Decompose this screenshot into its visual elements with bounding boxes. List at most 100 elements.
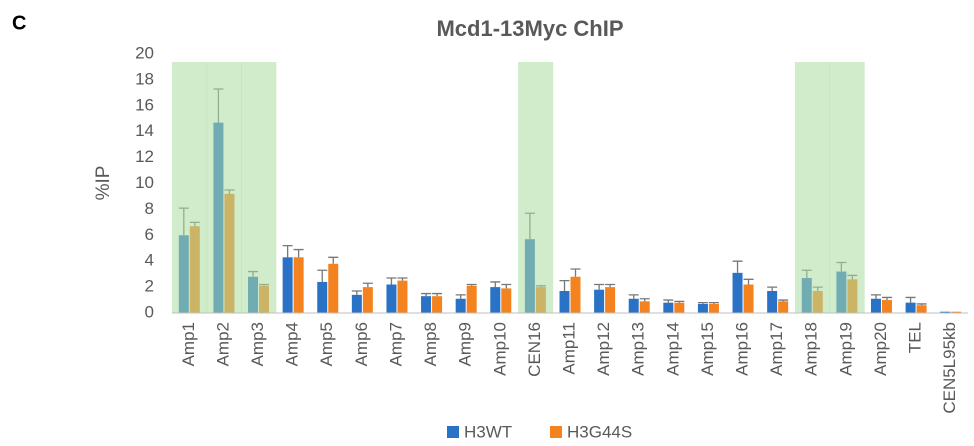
error-bar — [870, 294, 881, 299]
error-bar — [628, 294, 639, 299]
x-tick-label: Amp4 — [283, 322, 302, 366]
bar — [870, 298, 881, 313]
legend-label: H3WT — [464, 422, 512, 441]
error-bar — [639, 298, 650, 302]
y-tick-label: 4 — [145, 251, 154, 270]
x-tick-label: Amp16 — [733, 322, 752, 376]
y-tick-label: 10 — [135, 173, 154, 192]
bar — [881, 300, 892, 313]
error-bar — [466, 283, 477, 286]
x-tick-label: Amp5 — [317, 322, 336, 366]
error-bar — [490, 281, 501, 288]
highlight-band — [829, 62, 865, 313]
x-tick-label: Amp2 — [213, 322, 232, 366]
bar — [317, 281, 328, 313]
bar — [767, 290, 778, 313]
x-tick-label: Amp7 — [386, 322, 405, 366]
bar — [421, 296, 432, 313]
x-tick-label: Amp19 — [836, 322, 855, 376]
bar — [501, 288, 512, 313]
error-bar — [351, 290, 362, 295]
bar — [708, 303, 719, 313]
bar — [559, 290, 570, 313]
y-tick-label: 0 — [145, 302, 154, 321]
error-bar — [767, 286, 778, 291]
bar — [697, 303, 708, 313]
bar — [594, 289, 605, 313]
error-bar — [397, 277, 408, 281]
bar — [605, 287, 616, 313]
bar — [628, 298, 639, 313]
x-tick-label: Amp11 — [559, 322, 578, 375]
error-bar — [778, 299, 789, 302]
x-tick-label: Amp8 — [421, 322, 440, 366]
error-bar — [732, 260, 743, 273]
bar — [916, 305, 927, 313]
bar — [282, 257, 293, 313]
bar — [432, 296, 443, 313]
error-bar — [362, 282, 373, 288]
chart-title: Mcd1-13Myc ChIP — [436, 16, 623, 41]
bar — [386, 284, 397, 313]
bar — [397, 280, 408, 313]
y-axis-label: %IP — [93, 166, 114, 201]
error-bar — [570, 268, 581, 277]
error-bar — [282, 245, 293, 258]
x-tick-label: Amp20 — [871, 322, 890, 376]
error-bar — [881, 296, 892, 301]
bar — [293, 257, 304, 313]
error-bar — [674, 300, 685, 303]
x-tick-label: Amp3 — [248, 322, 267, 366]
error-bar — [905, 296, 916, 303]
bar — [905, 302, 916, 313]
y-tick-label: 12 — [135, 147, 154, 166]
error-bar — [317, 269, 328, 282]
bar — [778, 301, 789, 313]
bar — [466, 285, 477, 313]
error-bar — [328, 256, 339, 264]
x-tick-label: Amp13 — [629, 322, 648, 376]
error-bar — [697, 301, 708, 304]
x-tick-label: Amp17 — [767, 322, 786, 376]
error-bar — [594, 283, 605, 290]
x-tick-label: Amp18 — [802, 322, 821, 376]
y-tick-label: 2 — [145, 277, 154, 296]
x-tick-label: Amp6 — [352, 322, 371, 366]
x-tick-label: Amp15 — [698, 322, 717, 376]
highlight-band — [206, 62, 242, 313]
x-tick-label: CEN16 — [525, 322, 544, 377]
bar — [663, 302, 674, 313]
error-bar — [743, 278, 754, 285]
error-bar — [708, 301, 719, 304]
bar — [455, 298, 466, 313]
error-bar — [605, 283, 616, 288]
error-bar — [663, 299, 674, 303]
bar — [940, 311, 951, 313]
x-tick-label: Amp10 — [490, 322, 509, 376]
error-bar — [421, 292, 432, 297]
y-tick-label: 16 — [135, 95, 154, 114]
error-bar — [916, 303, 927, 306]
legend-swatch — [550, 426, 562, 438]
bar — [951, 311, 962, 313]
bar — [732, 272, 743, 313]
bar — [328, 263, 339, 313]
error-bar — [293, 248, 304, 258]
highlight-band — [172, 62, 208, 313]
bar — [674, 302, 685, 313]
bar — [351, 294, 362, 313]
error-bar — [501, 283, 512, 289]
highlight-band — [241, 62, 277, 313]
bar — [743, 284, 754, 313]
legend-swatch — [447, 426, 459, 438]
x-tick-label: Amp1 — [179, 322, 198, 366]
bar — [639, 301, 650, 313]
error-bar — [455, 294, 466, 299]
y-tick-label: 18 — [135, 69, 154, 88]
y-tick-label: 6 — [145, 225, 154, 244]
bar — [490, 287, 501, 313]
highlight-band — [794, 62, 831, 313]
highlight-band — [518, 62, 554, 313]
error-bar — [432, 292, 443, 297]
x-tick-label: CEN5L95kb — [940, 322, 959, 414]
